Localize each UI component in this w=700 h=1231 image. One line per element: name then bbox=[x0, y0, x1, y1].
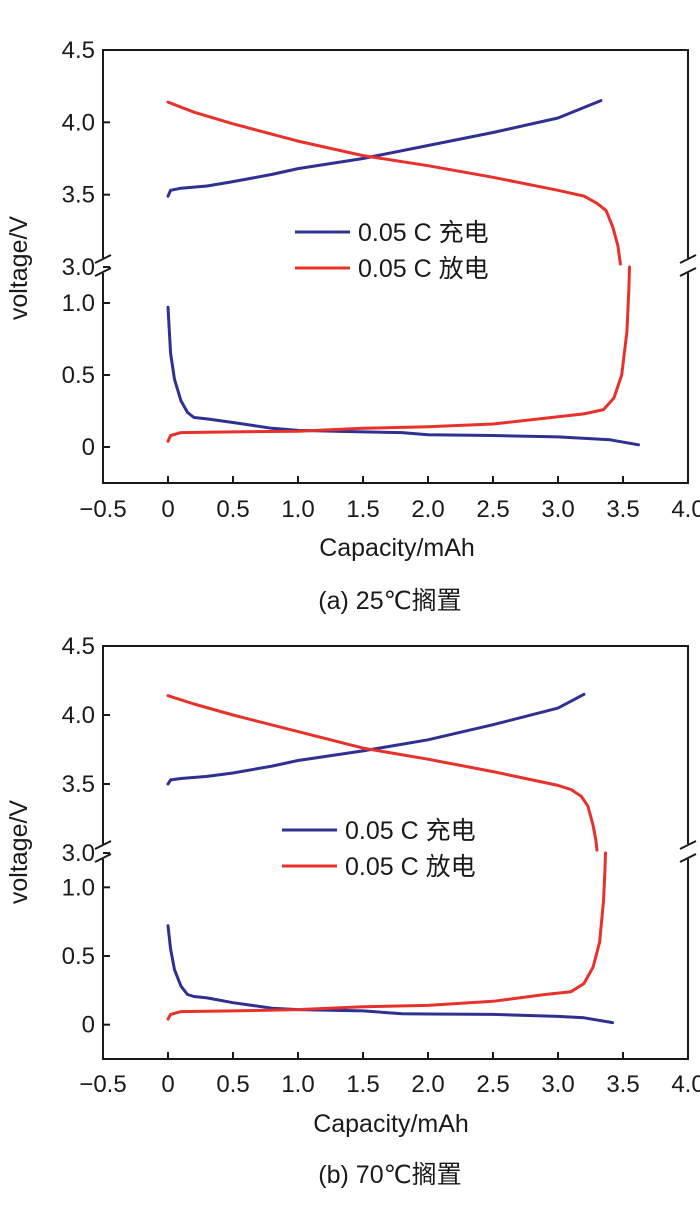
panel-a-x-tick-label: 0.5 bbox=[216, 496, 249, 523]
panel-b-curve-charge-upper bbox=[166, 692, 586, 786]
panel-b-curve-charge-lower bbox=[166, 924, 615, 1025]
panel-b-x-tick-label: 1.0 bbox=[281, 1071, 314, 1098]
panel-a-legend-label-charge: 0.05 C 充电 bbox=[358, 219, 489, 247]
panel-b-x-tick-label: 0 bbox=[161, 1071, 174, 1098]
panel-b-y-tick-label: 4.0 bbox=[62, 702, 95, 729]
panel-a-x-ticks: −0.5 0 0.5 1.0 1.5 2.0 2.5 3.0 3.5 4.0 bbox=[79, 476, 700, 523]
panel-a-x-tick-label: 4.0 bbox=[671, 496, 700, 523]
panel-b-y-tick-label: 3.0 bbox=[62, 840, 95, 867]
panel-b-left-break-mark bbox=[94, 840, 112, 863]
panel-b-right-break-gap bbox=[681, 844, 695, 859]
panel-b-curve-discharge-upper bbox=[166, 694, 599, 852]
panel-b-left-break-gap bbox=[96, 844, 110, 859]
panel-a-curve-discharge-upper bbox=[166, 100, 622, 266]
panel-a-x-tick-label: 3.0 bbox=[541, 496, 574, 523]
panel-b-x-axis-title: Capacity/mAh bbox=[313, 1110, 469, 1138]
panel-a-y-tick-label: 4.0 bbox=[62, 109, 95, 136]
panel-b-y-axis-title: voltage/V bbox=[5, 800, 33, 905]
panel-a-legend-label-discharge: 0.05 C 放电 bbox=[358, 255, 489, 283]
panel-b-x-tick-label: −0.5 bbox=[79, 1071, 126, 1098]
panel-a-left-break-mark bbox=[94, 254, 112, 277]
panel-b-x-tick-label: 3.5 bbox=[606, 1071, 639, 1098]
panel-b-y-tick-label: 0 bbox=[82, 1012, 95, 1039]
panel-b-curve-discharge-lower bbox=[166, 851, 607, 1021]
panel-a-x-tick-label: −0.5 bbox=[79, 496, 126, 523]
panel-b-y-tick-label: 3.5 bbox=[62, 771, 95, 798]
panel-a-x-tick-label: 1.5 bbox=[346, 496, 379, 523]
panel-a-x-tick-label: 0 bbox=[161, 496, 174, 523]
panel-a-caption: (a) 25℃搁置 bbox=[318, 587, 461, 615]
panel-a-curve-discharge-lower bbox=[166, 265, 631, 443]
panel-a-x-tick-label: 2.0 bbox=[411, 496, 444, 523]
panel-a-x-tick-label: 1.0 bbox=[281, 496, 314, 523]
panel-a-y-tick-label: 1.0 bbox=[62, 290, 95, 317]
panel-b: −0.5 0 0.5 1.0 1.5 2.0 2.5 3.0 3.5 4.0 3.0 3.5 4.0 4… bbox=[5, 633, 700, 1189]
panel-b-x-ticks: −0.5 0 0.5 1.0 1.5 2.0 2.5 3.0 3.5 4.0 bbox=[79, 1052, 700, 1098]
panel-b-caption: (b) 70℃搁置 bbox=[318, 1161, 461, 1189]
panel-a-y-ticks: 3.0 3.5 4.0 4.5 0 0.5 1.0 bbox=[62, 37, 110, 461]
panel-b-legend-label-discharge: 0.05 C 放电 bbox=[345, 853, 476, 881]
panel-a-y-tick-label: 3.5 bbox=[62, 182, 95, 209]
panel-b-x-tick-label: 0.5 bbox=[216, 1071, 249, 1098]
panel-b-legend-label-charge: 0.05 C 充电 bbox=[345, 817, 476, 845]
panel-a-curves bbox=[166, 99, 641, 447]
panel-a-y-tick-label: 3.0 bbox=[62, 254, 95, 281]
panel-b-x-tick-label: 3.0 bbox=[541, 1071, 574, 1098]
panel-b-legend: 0.05 C 充电 0.05 C 放电 bbox=[282, 817, 476, 881]
panel-a-x-axis-title: Capacity/mAh bbox=[319, 534, 475, 562]
panel-b-x-tick-label: 2.5 bbox=[476, 1071, 509, 1098]
panel-b-right-break-mark bbox=[679, 840, 697, 863]
panel-b-x-tick-label: 1.5 bbox=[346, 1071, 379, 1098]
panel-b-x-tick-label: 4.0 bbox=[671, 1071, 700, 1098]
panel-b-y-tick-label: 0.5 bbox=[62, 943, 95, 970]
panel-a-x-tick-label: 3.5 bbox=[606, 496, 639, 523]
panel-a-right-break-gap bbox=[681, 258, 695, 273]
panel-b-y-tick-label: 4.5 bbox=[62, 633, 95, 660]
panel-a-x-tick-label: 2.5 bbox=[476, 496, 509, 523]
panel-b-y-ticks: 3.0 3.5 4.0 4.5 0 0.5 1.0 bbox=[62, 633, 110, 1039]
panel-b-curves bbox=[166, 692, 615, 1025]
panel-a-curve-charge-lower bbox=[166, 305, 641, 447]
panel-b-x-tick-label: 2.0 bbox=[411, 1071, 444, 1098]
panel-a: −0.5 0 0.5 1.0 1.5 2.0 2.5 3.0 3.5 4.0 3.0 3.5 4.0 4… bbox=[5, 37, 700, 615]
panel-a-y-axis-title: voltage/V bbox=[5, 216, 33, 321]
panel-a-legend: 0.05 C 充电 0.05 C 放电 bbox=[295, 219, 489, 283]
panel-a-left-break-gap bbox=[96, 258, 110, 273]
panel-b-y-tick-label: 1.0 bbox=[62, 874, 95, 901]
panel-a-right-break-mark bbox=[679, 254, 697, 277]
panel-a-curve-charge-upper bbox=[166, 99, 603, 198]
panel-a-y-tick-label: 0 bbox=[82, 434, 95, 461]
panel-a-y-tick-label: 4.5 bbox=[62, 37, 95, 64]
panel-a-y-tick-label: 0.5 bbox=[62, 362, 95, 389]
